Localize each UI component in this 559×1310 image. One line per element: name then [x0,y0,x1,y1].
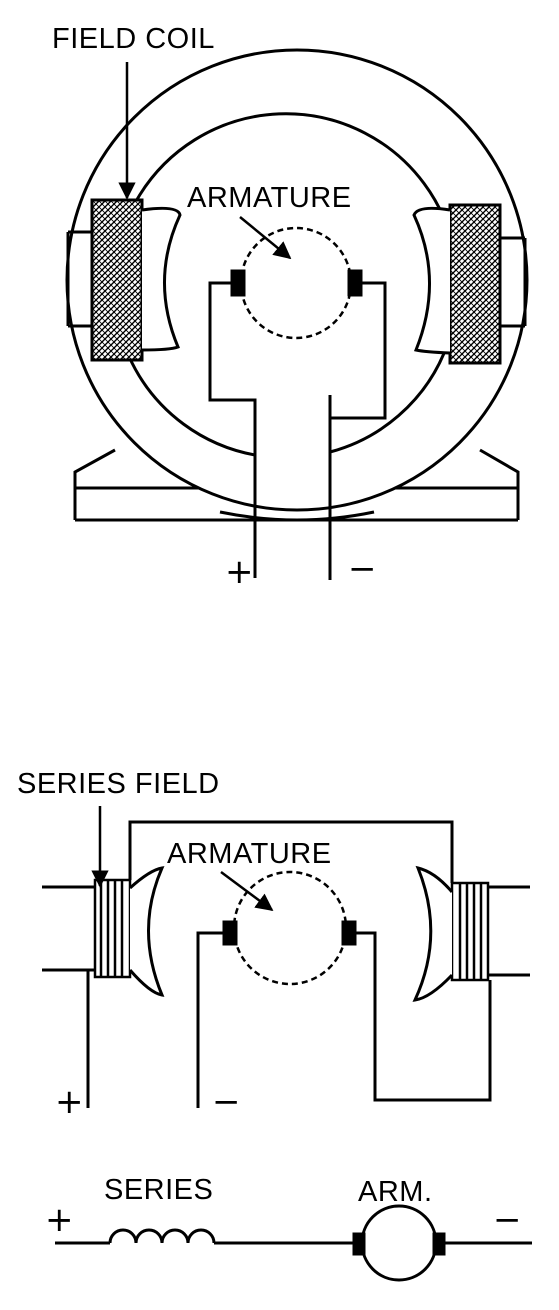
motor-diagram [65,48,529,580]
series-minus-label: − [212,1082,241,1122]
motor-lead-positive [208,281,257,578]
series-top-wire [128,820,454,883]
schematic-minus-label: − [493,1200,522,1240]
series-left-pole-shoe [128,866,165,997]
series-plus-label: + [55,1082,84,1122]
series-lead-negative [196,931,224,1108]
schematic-plus-label: + [45,1200,74,1240]
series-diagram [42,806,530,1108]
series-field-label: SERIES FIELD [17,768,220,800]
right-brush [347,269,363,297]
series-armature-pointer [220,870,274,912]
left-field-coil [90,198,144,362]
series-inductor-symbol [108,1228,216,1244]
motor-minus-label: − [348,549,377,589]
series-armature [232,870,348,986]
schematic-arm-label: ARM. [358,1176,433,1208]
series-left-brush [222,920,238,946]
series-armature-label: ARMATURE [167,838,332,870]
arm-symbol [360,1204,438,1282]
left-series-coil [93,878,132,979]
series-right-brush [341,920,357,946]
motor-lead-negative [328,281,387,580]
schematic-series-label: SERIES [104,1174,214,1206]
schematic-right-brush [432,1232,446,1256]
motor-plus-label: + [225,552,254,592]
motor-armature-pointer [239,216,292,260]
left-brush [230,269,246,297]
motor-armature-label: ARMATURE [187,182,352,214]
right-pole-shoe [412,206,451,355]
schematic-diagram [55,1204,532,1282]
schematic-left-brush [352,1232,366,1256]
left-pole-shoe [141,206,182,352]
right-field-coil [448,203,502,365]
field-coil-label: FIELD COIL [52,23,215,55]
series-right-pole-shoe [412,865,454,1002]
right-series-coil [450,881,490,982]
series-lead-positive [86,968,95,1108]
series-return-wire [355,931,492,1102]
